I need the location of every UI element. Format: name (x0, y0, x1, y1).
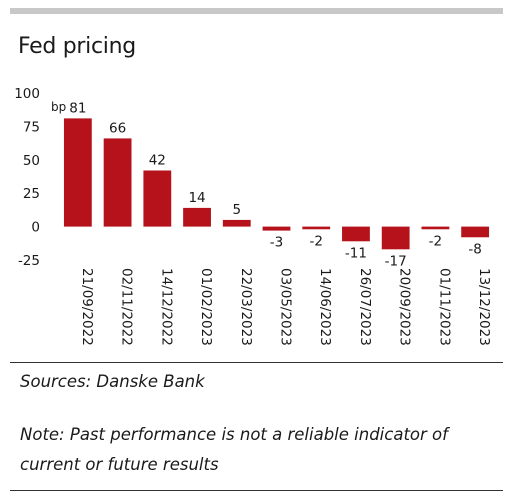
x-tick-label: 13/12/2023 (476, 268, 492, 346)
y-tick-label: 75 (23, 119, 40, 135)
bar (183, 207, 211, 227)
chart-panel: Fed pricing 100 75 50 25 0 -25 81 66 42 14 5 -3 -2 -… (10, 0, 503, 494)
x-tick-label: 14/06/2023 (317, 268, 333, 346)
bar (262, 226, 291, 231)
bar-value-label: 66 (109, 120, 126, 136)
x-tick-label: 14/12/2022 (158, 268, 174, 346)
bar (103, 138, 132, 227)
bar (143, 170, 172, 227)
bar (63, 118, 92, 227)
bar-value-label: 14 (188, 190, 205, 206)
x-tick-label: 26/07/2023 (357, 268, 373, 346)
bar (381, 226, 410, 250)
y-tick-label: 100 (14, 86, 40, 102)
x-tick-label: 20/09/2023 (397, 268, 413, 346)
bar-value-label: -2 (309, 233, 322, 249)
bar (421, 226, 450, 230)
x-tick-label: 02/11/2022 (119, 268, 135, 346)
y-tick-label: 25 (23, 186, 40, 202)
bar (461, 226, 490, 238)
footer-divider (10, 362, 503, 363)
bar-value-label: -3 (270, 235, 283, 251)
y-axis: 100 75 50 25 0 -25 (14, 86, 40, 269)
bar-chart: 100 75 50 25 0 -25 81 66 42 14 5 -3 -2 -11 -17 -2 -8 21… (14, 86, 492, 346)
bar-value-label: 5 (232, 202, 241, 218)
chart-title: Fed pricing (18, 34, 136, 59)
note-text: Note: Past performance is not a reliable… (20, 425, 448, 474)
x-tick-label: 01/02/2023 (198, 268, 214, 346)
bar-value-label: -8 (468, 241, 481, 257)
x-tick-label: 22/03/2023 (238, 268, 254, 346)
bar (342, 226, 370, 242)
source-text: Sources: Danske Bank (20, 372, 205, 391)
y-tick-label: 0 (31, 220, 40, 236)
top-rule (10, 8, 503, 14)
bar-value-label: 81 (69, 100, 86, 116)
bar-value-label: -11 (345, 245, 367, 261)
bar-value-label: -2 (429, 233, 442, 249)
value-labels: 81 66 42 14 5 -3 -2 -11 -17 -2 -8 (69, 100, 482, 269)
y-tick-label: -25 (18, 253, 40, 269)
y-tick-label: 50 (23, 153, 40, 169)
x-tick-label: 03/05/2023 (278, 268, 294, 346)
unit-label: bp (51, 100, 66, 114)
x-axis-labels: 21/09/2022 02/11/2022 14/12/2022 01/02/2023… (79, 268, 492, 346)
bar-value-label: 42 (149, 152, 166, 168)
bar-value-label: -17 (385, 253, 407, 269)
bars (63, 118, 490, 250)
x-tick-label: 01/11/2023 (436, 268, 452, 346)
bar (222, 219, 251, 227)
bottom-rule (10, 490, 503, 491)
x-tick-label: 21/09/2022 (79, 268, 95, 346)
bar (302, 226, 331, 230)
